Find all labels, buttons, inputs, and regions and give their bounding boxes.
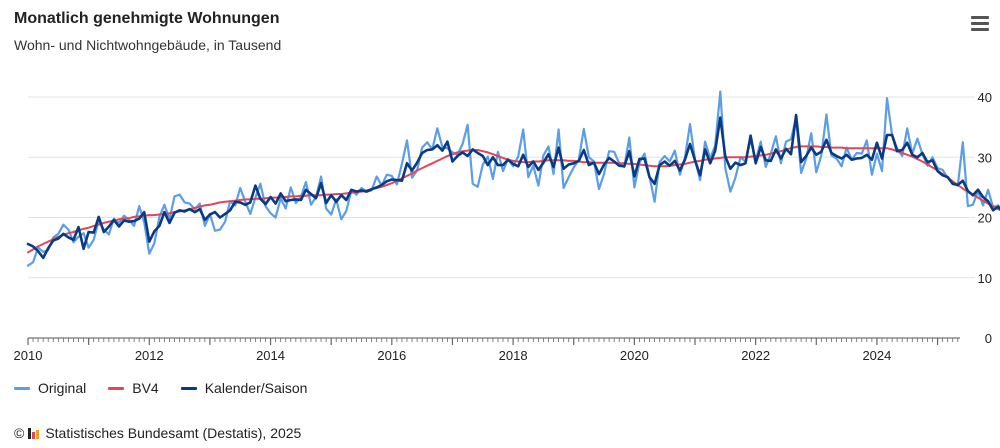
y-tick-label-10: 10	[978, 271, 992, 286]
legend: Original BV4 Kalender/Saison	[14, 380, 307, 396]
legend-label-bv4: BV4	[132, 380, 159, 396]
x-tick-label-2014: 2014	[256, 348, 285, 363]
menu-bar-top	[971, 16, 989, 19]
series-line-bv4	[27, 145, 1000, 254]
y-tick-label-40: 40	[978, 90, 992, 105]
x-axis: 2010 2012 2014 2016 2018 2020 2022 2024	[14, 337, 960, 363]
y-tick-label-0: 0	[985, 331, 992, 346]
x-tick-label-2010: 2010	[14, 348, 43, 363]
menu-bar-middle	[971, 22, 989, 25]
y-tick-label-30: 30	[978, 150, 992, 165]
copyright-symbol: ©	[14, 425, 25, 441]
chart-title: Monatlich genehmigte Wohnungen	[14, 10, 280, 27]
grid-lines	[28, 96, 975, 279]
legend-item-kalender-saison[interactable]: Kalender/Saison	[180, 380, 308, 396]
legend-swatch-kalender-saison	[180, 386, 197, 390]
hamburger-menu-icon[interactable]	[971, 16, 989, 32]
series-lines	[26, 90, 1000, 267]
menu-bar-bottom	[971, 28, 989, 31]
x-tick-label-2016: 2016	[377, 348, 406, 363]
legend-item-original[interactable]: Original	[14, 380, 86, 396]
source-credit: © Statistisches Bundesamt (Destatis), 20…	[14, 425, 301, 441]
series-line-kalender-saison	[26, 113, 1000, 260]
legend-item-bv4[interactable]: BV4	[108, 380, 159, 396]
x-tick-label-2012: 2012	[135, 348, 164, 363]
legend-label-original: Original	[38, 380, 87, 396]
chart-subtitle: Wohn- und Nichtwohngebäude, in Tausend	[14, 37, 282, 53]
y-axis-ticks: 0 10 20 30 40	[978, 90, 992, 346]
destatis-logo-icon	[28, 427, 40, 439]
series-line-original	[26, 90, 1000, 267]
x-tick-label-2022: 2022	[741, 348, 770, 363]
y-tick-label-20: 20	[978, 211, 992, 226]
x-tick-label-2024: 2024	[862, 348, 891, 363]
x-tick-label-2018: 2018	[499, 348, 528, 363]
legend-swatch-bv4	[108, 386, 125, 390]
source-text: Statistisches Bundesamt (Destatis), 2025	[45, 425, 302, 441]
legend-label-kalender-saison: Kalender/Saison	[204, 380, 308, 396]
x-tick-label-2020: 2020	[620, 348, 649, 363]
legend-swatch-original	[14, 386, 30, 390]
